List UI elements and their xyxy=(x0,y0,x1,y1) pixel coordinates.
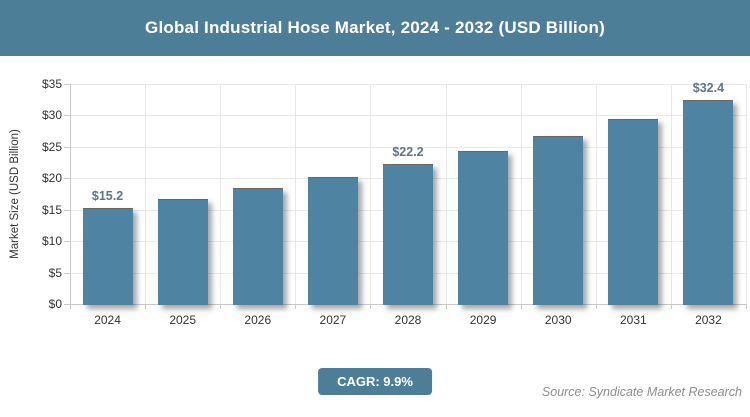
bar-2030 xyxy=(533,135,584,305)
cagr-badge: CAGR: 9.9% xyxy=(318,368,432,395)
chart-title: Global Industrial Hose Market, 2024 - 20… xyxy=(145,18,605,37)
x-axis-tick xyxy=(595,304,597,309)
gridline-vertical xyxy=(520,84,522,304)
y-tick-label: $30 xyxy=(41,108,62,123)
gridline-vertical xyxy=(670,84,672,304)
y-axis-tick xyxy=(64,241,70,243)
gridline-vertical xyxy=(220,84,222,304)
x-axis-tick xyxy=(746,304,747,309)
y-axis-tick xyxy=(64,84,70,85)
y-axis-line xyxy=(70,84,71,304)
bar-2025 xyxy=(157,199,208,305)
y-axis-tick xyxy=(64,146,70,148)
y-axis-tick xyxy=(64,115,70,117)
bar-2031 xyxy=(608,119,659,305)
x-axis-tick xyxy=(445,304,447,309)
gridline-vertical xyxy=(746,84,747,304)
bar-2029 xyxy=(458,150,509,305)
bar-2028 xyxy=(383,164,433,305)
y-tick-label: $35 xyxy=(41,77,62,91)
x-tick-label: 2031 xyxy=(619,313,647,327)
gridline-vertical xyxy=(445,84,447,304)
x-tick-label: 2028 xyxy=(394,313,422,327)
gridline-vertical xyxy=(595,84,597,304)
title-bar: Global Industrial Hose Market, 2024 - 20… xyxy=(0,0,750,56)
bar-value-label: $22.2 xyxy=(392,145,424,160)
x-axis-tick xyxy=(370,304,372,309)
x-axis-tick xyxy=(520,304,522,309)
bar-2024 xyxy=(82,208,133,305)
y-axis-tick xyxy=(64,304,70,305)
x-axis-tick xyxy=(295,304,297,309)
y-tick-label: $25 xyxy=(41,139,62,154)
y-axis-tick xyxy=(64,272,70,274)
y-tick-label: $10 xyxy=(41,234,62,249)
x-axis-tick xyxy=(670,304,672,309)
y-axis-tick xyxy=(64,209,70,211)
gridline-horizontal xyxy=(70,84,746,85)
x-tick-label: 2030 xyxy=(544,313,572,327)
x-tick-label: 2032 xyxy=(695,313,722,327)
gridline-horizontal xyxy=(70,146,746,148)
x-axis-tick xyxy=(145,304,147,309)
source-attribution: Source: Syndicate Market Research xyxy=(541,385,742,399)
bar-2027 xyxy=(307,177,358,305)
x-tick-label: 2027 xyxy=(319,313,347,327)
bar-2026 xyxy=(232,188,283,305)
bar-value-label: $15.2 xyxy=(91,189,124,204)
gridline-horizontal xyxy=(70,115,746,117)
gridline-vertical xyxy=(145,84,147,304)
gridline-vertical xyxy=(295,84,297,304)
x-tick-label: 2029 xyxy=(469,313,497,327)
y-tick-label: $0 xyxy=(48,297,62,311)
y-axis-tick xyxy=(64,178,70,180)
x-tick-label: 2026 xyxy=(244,313,272,327)
bar-value-label: $32.4 xyxy=(692,81,725,96)
y-tick-label: $5 xyxy=(48,265,62,280)
cagr-label: CAGR: 9.9% xyxy=(337,374,413,389)
x-tick-label: 2025 xyxy=(169,313,197,327)
y-tick-label: $15 xyxy=(41,202,62,217)
gridline-vertical xyxy=(370,84,372,304)
x-axis-tick xyxy=(70,304,71,309)
x-axis-tick xyxy=(220,304,222,309)
bar-2032 xyxy=(683,100,734,305)
x-tick-label: 2024 xyxy=(94,313,121,327)
y-tick-label: $20 xyxy=(41,171,62,186)
